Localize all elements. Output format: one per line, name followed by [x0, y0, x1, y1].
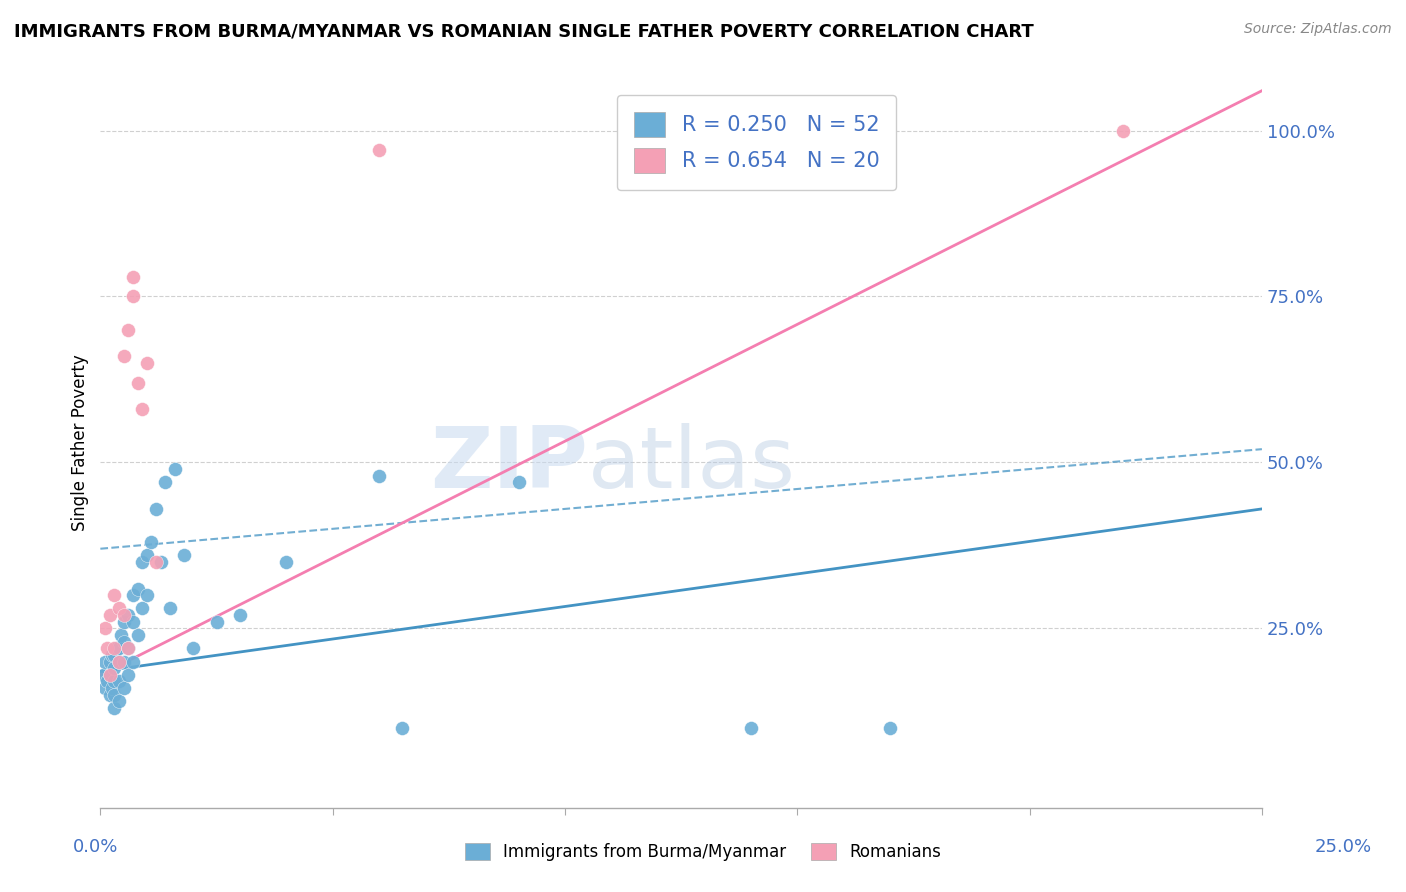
Y-axis label: Single Father Poverty: Single Father Poverty [72, 354, 89, 531]
Point [131, 402, 153, 417]
Point [173, 549, 195, 563]
Point [112, 681, 135, 695]
Point [101, 681, 124, 695]
Point [94, 681, 117, 695]
Point [98, 668, 121, 682]
Point [205, 615, 228, 629]
Point [112, 615, 135, 629]
Point [101, 648, 124, 662]
Point [108, 674, 131, 689]
Point [1111, 123, 1133, 137]
Point [131, 601, 153, 615]
Point [740, 721, 762, 735]
Point [108, 655, 131, 669]
Point [391, 721, 413, 735]
Point [91, 668, 114, 682]
Point [122, 289, 145, 303]
Point [122, 615, 145, 629]
Point [117, 641, 139, 656]
Point [135, 549, 157, 563]
Point [108, 655, 131, 669]
Text: 25.0%: 25.0% [1315, 838, 1371, 855]
Point [127, 628, 149, 642]
Point [103, 701, 125, 715]
Point [108, 694, 131, 708]
Text: Source: ZipAtlas.com: Source: ZipAtlas.com [1244, 22, 1392, 37]
Point [122, 655, 145, 669]
Point [127, 376, 149, 390]
Point [117, 641, 139, 656]
Point [276, 555, 298, 569]
Point [368, 144, 391, 158]
Point [127, 582, 149, 596]
Point [141, 535, 163, 549]
Point [122, 588, 145, 602]
Point [98, 608, 121, 623]
Point [131, 555, 153, 569]
Point [112, 349, 135, 363]
Point [879, 721, 901, 735]
Point [105, 641, 128, 656]
Text: atlas: atlas [588, 423, 796, 506]
Point [145, 502, 167, 516]
Point [159, 601, 181, 615]
Point [112, 655, 135, 669]
Point [135, 356, 157, 370]
Point [163, 462, 186, 476]
Point [98, 655, 121, 669]
Point [98, 688, 121, 702]
Point [149, 555, 172, 569]
Point [117, 608, 139, 623]
Point [94, 655, 117, 669]
Point [117, 323, 139, 337]
Point [103, 674, 125, 689]
Point [103, 688, 125, 702]
Point [145, 555, 167, 569]
Point [229, 608, 252, 623]
Point [112, 634, 135, 648]
Text: ZIP: ZIP [430, 423, 588, 506]
Point [508, 475, 530, 490]
Legend: R = 0.250   N = 52, R = 0.654   N = 20: R = 0.250 N = 52, R = 0.654 N = 20 [617, 95, 896, 190]
Point [98, 668, 121, 682]
Point [135, 588, 157, 602]
Point [368, 468, 391, 483]
Point [103, 661, 125, 675]
Point [96, 674, 118, 689]
Point [155, 475, 177, 490]
Legend: Immigrants from Burma/Myanmar, Romanians: Immigrants from Burma/Myanmar, Romanians [458, 836, 948, 868]
Point [117, 668, 139, 682]
Point [103, 588, 125, 602]
Point [103, 648, 125, 662]
Point [181, 641, 204, 656]
Point [112, 608, 135, 623]
Point [94, 621, 117, 635]
Point [122, 269, 145, 284]
Point [108, 641, 131, 656]
Point [103, 641, 125, 656]
Point [96, 641, 118, 656]
Text: 0.0%: 0.0% [73, 838, 118, 855]
Point [110, 628, 132, 642]
Point [108, 601, 131, 615]
Text: IMMIGRANTS FROM BURMA/MYANMAR VS ROMANIAN SINGLE FATHER POVERTY CORRELATION CHAR: IMMIGRANTS FROM BURMA/MYANMAR VS ROMANIA… [14, 22, 1033, 40]
